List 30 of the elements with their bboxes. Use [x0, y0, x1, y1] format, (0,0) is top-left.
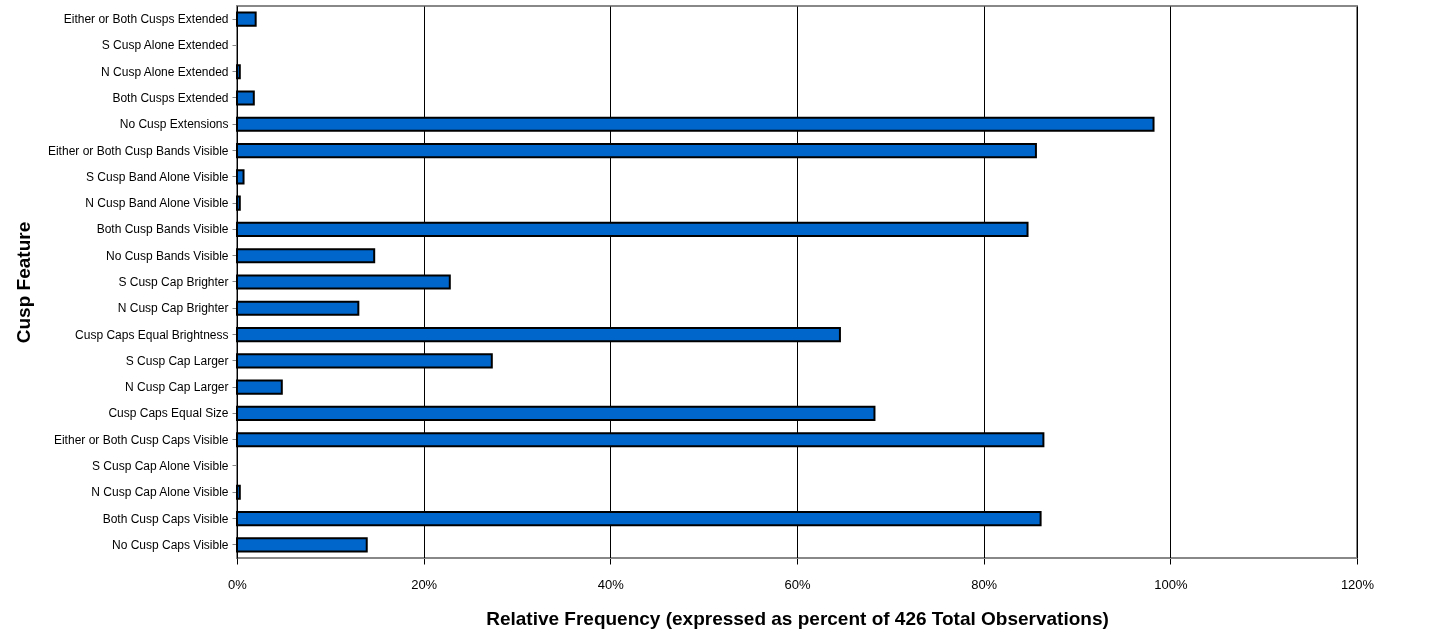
x-tick-label: 20% — [411, 576, 438, 592]
y-tick-label: S Cusp Cap Larger — [125, 353, 229, 368]
y-tick-label: N Cusp Alone Extended — [101, 64, 229, 79]
x-tick-label: 0% — [228, 576, 248, 592]
y-tick-label: Cusp Caps Equal Size — [108, 406, 229, 421]
y-tick-label: N Cusp Cap Larger — [125, 380, 229, 395]
x-tick-label: 120% — [1340, 576, 1375, 592]
y-tick-label: S Cusp Band Alone Visible — [85, 169, 229, 184]
y-tick-label: N Cusp Cap Alone Visible — [91, 485, 229, 500]
x-tick-label: 60% — [784, 576, 811, 592]
y-tick-label: S Cusp Alone Extended — [101, 38, 229, 53]
y-tick-label: S Cusp Cap Alone Visible — [91, 459, 229, 473]
x-tick-label: 100% — [1154, 576, 1188, 592]
x-tick-label: 40% — [597, 576, 625, 592]
y-tick-label: No Cusp Extensions — [119, 117, 229, 132]
y-tick-label: No Cusp Bands Visible — [105, 248, 229, 263]
y-tick-label: Both Cusps Extended — [112, 91, 229, 105]
y-tick-label: N Cusp Band Alone Visible — [85, 196, 229, 211]
x-tick-label: 80% — [971, 576, 998, 592]
y-tick-label: Either or Both Cusp Caps Visible — [53, 432, 229, 447]
y-tick-label: Either or Both Cusps Extended — [63, 12, 229, 27]
y-axis-title: Cusp Feature — [12, 221, 34, 344]
y-tick-label: Both Cusp Bands Visible — [96, 222, 229, 237]
y-tick-label: Both Cusp Caps Visible — [102, 511, 229, 526]
y-tick-label: N Cusp Cap Brighter — [117, 301, 229, 316]
y-tick-label: No Cusp Caps Visible — [111, 537, 229, 552]
x-axis-title: Relative Frequency (expressed as percent of 426 Total Observations) — [486, 607, 1109, 629]
y-tick-label: Cusp Caps Equal Brightness — [75, 327, 229, 342]
y-tick-label: Either or Both Cusp Bands Visible — [47, 143, 229, 158]
y-tick-label: S Cusp Cap Brighter — [118, 275, 229, 289]
